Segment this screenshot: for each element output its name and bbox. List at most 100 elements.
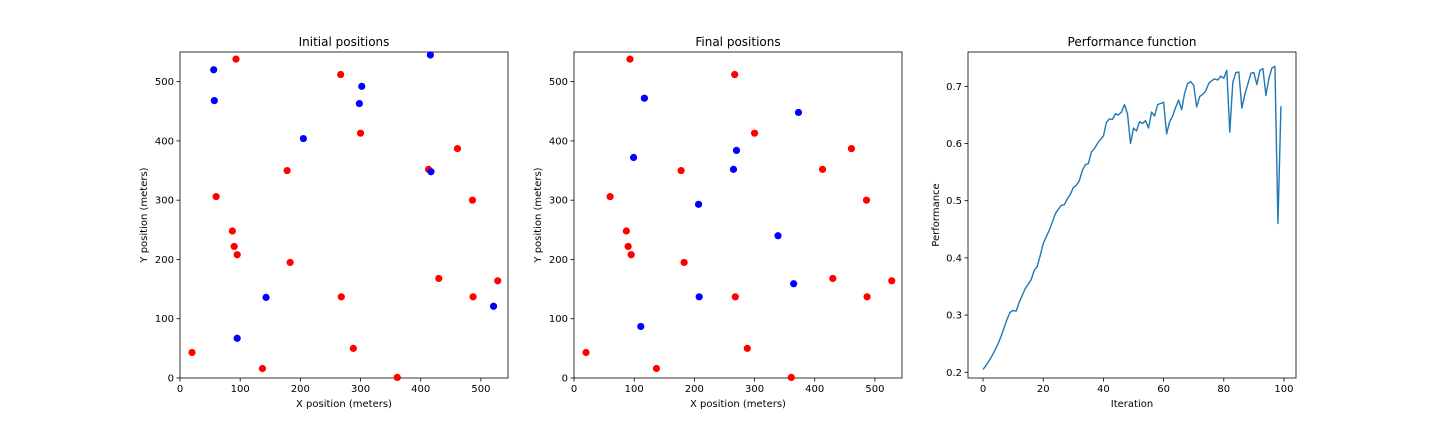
- red-point: [847, 145, 856, 153]
- red-point: [606, 193, 614, 201]
- x-tick-label: 80: [1217, 384, 1230, 395]
- y-tick-label: 0: [562, 374, 568, 385]
- red-point: [349, 344, 357, 352]
- red-point: [622, 227, 630, 235]
- x-tick-label: 20: [1037, 384, 1050, 395]
- chart-panel-1: Initial positions 0 100 200 300 400 500 0 100 200…: [139, 35, 509, 410]
- blue-point: [794, 108, 803, 117]
- axes-frame: [573, 51, 903, 379]
- red-point: [356, 129, 365, 137]
- red-point: [731, 70, 739, 79]
- red-point: [188, 348, 196, 357]
- axes-frame: [967, 51, 1297, 379]
- chart-title: Initial positions: [299, 35, 390, 49]
- x-tick-label: 100: [625, 384, 644, 395]
- y-tick-label: 200: [549, 255, 568, 266]
- y-tick-label: 0.3: [946, 311, 962, 322]
- y-tick-label: 500: [549, 77, 568, 88]
- y-axis-label: Y position (meters): [139, 167, 150, 263]
- y-tick-label: 0.5: [946, 196, 962, 207]
- blue-point: [210, 97, 218, 105]
- red-point: [750, 129, 759, 137]
- blue-point: [729, 165, 738, 173]
- blue-point: [695, 293, 703, 301]
- x-tick-label: 60: [1157, 384, 1170, 395]
- x-tick-label: 100: [231, 384, 250, 395]
- red-point: [337, 70, 345, 79]
- y-tick-label: 100: [549, 314, 568, 325]
- blue-point: [299, 134, 307, 143]
- red-point: [624, 242, 632, 251]
- chart-title: Performance function: [1068, 35, 1197, 49]
- red-point: [677, 166, 685, 175]
- chart-title: Final positions: [695, 35, 780, 49]
- red-point: [888, 277, 896, 285]
- red-point: [230, 242, 238, 251]
- chart-panel-2: Final positions 0 100 200 300 400 500 0 100 200 30…: [533, 35, 903, 410]
- blue-point: [262, 293, 270, 301]
- y-tick-label: 200: [155, 255, 174, 266]
- red-point: [337, 293, 345, 301]
- blue-point: [427, 168, 435, 176]
- red-point: [286, 258, 294, 267]
- x-tick-label: 0: [177, 384, 183, 395]
- red-point: [232, 55, 240, 63]
- y-tick-label: 400: [549, 136, 568, 147]
- red-point: [863, 293, 871, 301]
- blue-point: [694, 200, 703, 208]
- blue-point: [426, 51, 434, 59]
- x-tick-label: 500: [865, 384, 884, 395]
- y-tick-label: 100: [155, 314, 174, 325]
- x-tick-label: 500: [471, 384, 490, 395]
- blue-point: [355, 99, 363, 108]
- y-tick-label: 0.4: [946, 253, 962, 264]
- x-axis-label: X position (meters): [690, 399, 786, 410]
- red-point: [829, 274, 837, 283]
- y-tick-label: 400: [155, 136, 174, 147]
- red-point: [212, 193, 220, 201]
- red-point: [469, 293, 477, 301]
- y-tick-label: 0.6: [946, 139, 962, 150]
- red-point: [680, 258, 688, 267]
- red-point: [818, 165, 827, 173]
- red-point: [494, 277, 502, 285]
- x-tick-label: 0: [571, 384, 577, 395]
- red-point: [652, 364, 661, 373]
- y-tick-label: 0.7: [946, 82, 962, 93]
- red-point: [468, 196, 477, 204]
- x-tick-label: 400: [805, 384, 824, 395]
- x-tick-label: 100: [1274, 384, 1293, 395]
- y-axis-label: Y position (meters): [533, 167, 544, 263]
- performance-line: [982, 65, 1282, 370]
- red-point: [731, 293, 739, 301]
- red-point: [627, 251, 635, 259]
- blue-point: [233, 334, 241, 342]
- red-point: [435, 274, 443, 283]
- red-point: [233, 251, 241, 259]
- blue-point: [629, 153, 638, 162]
- x-tick-label: 300: [351, 384, 370, 395]
- y-axis-label: Performance: [931, 183, 942, 246]
- red-point: [862, 196, 871, 204]
- red-point: [393, 373, 401, 382]
- y-tick-label: 0.2: [946, 368, 962, 379]
- blue-point: [640, 94, 649, 102]
- x-tick-label: 400: [411, 384, 430, 395]
- y-tick-label: 300: [155, 196, 174, 207]
- x-tick-label: 200: [291, 384, 310, 395]
- blue-point: [358, 82, 366, 90]
- blue-point: [637, 322, 645, 331]
- red-point: [228, 227, 236, 235]
- blue-point: [732, 146, 741, 154]
- red-point: [283, 166, 291, 175]
- x-tick-label: 300: [745, 384, 764, 395]
- y-tick-label: 0: [168, 374, 174, 385]
- x-tick-label: 40: [1097, 384, 1110, 395]
- red-point: [787, 373, 795, 382]
- red-point: [453, 145, 462, 153]
- red-point: [258, 364, 267, 373]
- x-axis-label: Iteration: [1111, 399, 1153, 410]
- chart-panel-3: Performance function 0 20 40 60 80 100 0.2 0.3 0.…: [931, 35, 1297, 410]
- x-axis-label: X position (meters): [296, 399, 392, 410]
